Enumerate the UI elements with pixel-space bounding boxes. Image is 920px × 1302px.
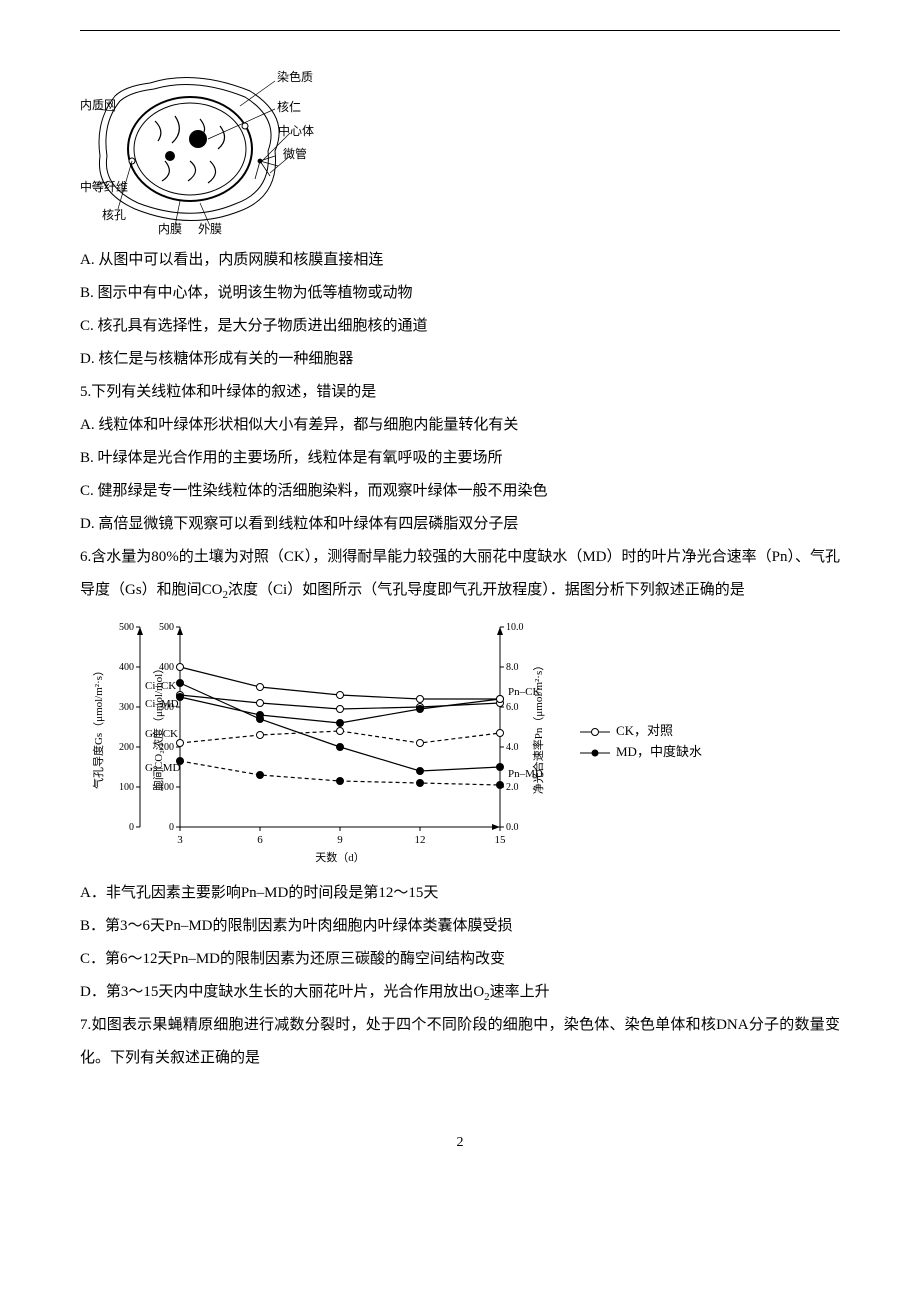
svg-text:500: 500 [159,622,174,633]
q5-option-b: B. 叶绿体是光合作用的主要场所，线粒体是有氧呼吸的主要场所 [80,442,840,475]
chart-legend: CK，对照 MD，中度缺水 [580,721,702,763]
q6-d-p1: D．第3～15天内中度缺水生长的大丽花叶片，光合作用放出O [80,984,484,1000]
label-centrosome: 中心体 [278,123,314,138]
svg-text:8.0: 8.0 [506,662,519,673]
svg-text:6: 6 [257,834,263,846]
label-inner-membrane: 内膜 [158,222,182,236]
legend-md-marker [580,747,610,759]
svg-text:0.0: 0.0 [506,822,519,833]
legend-ck-row: CK，对照 [580,721,702,742]
legend-md-label: MD，中度缺水 [616,742,702,763]
q5-option-a: A. 线粒体和叶绿体形状相似大小有差异，都与细胞内能量转化有关 [80,409,840,442]
svg-text:Gs–MD: Gs–MD [145,762,181,774]
label-chromatin: 染色质 [277,69,313,84]
q6-option-d: D．第3～15天内中度缺水生长的大丽花叶片，光合作用放出O2速率上升 [80,976,840,1009]
svg-text:气孔导度Gs（μmol/m²·s）: 气孔导度Gs（μmol/m²·s） [91,665,105,789]
q6-option-a: A．非气孔因素主要影响Pn–MD的时间段是第12～15天 [80,877,840,910]
top-rule [80,30,840,31]
q6-option-c: C．第6～12天Pn–MD的限制因素为还原三碳酸的酶空间结构改变 [80,943,840,976]
svg-text:6.0: 6.0 [506,702,519,713]
label-er: 内质网 [80,98,116,112]
svg-text:500: 500 [119,622,134,633]
svg-text:300: 300 [119,702,134,713]
svg-text:0: 0 [169,822,174,833]
q6-d-p2: 速率上升 [490,984,550,1000]
svg-text:2.0: 2.0 [506,782,519,793]
q4-option-d: D. 核仁是与核糖体形成有关的一种细胞器 [80,343,840,376]
legend-ck-marker [580,726,610,738]
label-nucleolus: 核仁 [277,100,301,114]
legend-ck-label: CK，对照 [616,721,673,742]
svg-text:4.0: 4.0 [506,742,519,753]
svg-text:Ci–CK: Ci–CK [145,680,176,692]
svg-text:Pn–CK: Pn–CK [508,686,540,698]
q5-stem: 5.下列有关线粒体和叶绿体的叙述，错误的是 [80,376,840,409]
q6-stem: 6.含水量为80%的土壤为对照（CK），测得耐旱能力较强的大丽花中度缺水（MD）… [80,541,840,607]
q5-option-d: D. 高倍显微镜下观察可以看到线粒体和叶绿体有四层磷脂双分子层 [80,508,840,541]
svg-text:天数（d）: 天数（d） [315,851,365,864]
q6-option-b: B．第3～6天Pn–MD的限制因素为叶肉细胞内叶绿体类囊体膜受损 [80,910,840,943]
svg-text:12: 12 [415,834,426,846]
label-intermediate-filament: 中等纤维 [80,179,128,194]
label-outer-membrane: 外膜 [198,222,222,236]
legend-md-row: MD，中度缺水 [580,742,702,763]
svg-text:Ci–MD: Ci–MD [145,698,179,710]
svg-text:Pn–MD: Pn–MD [508,768,543,780]
page-number: 2 [80,1135,840,1151]
svg-text:Gs–CK: Gs–CK [145,728,178,740]
page: 染色质 核仁 中心体 微管 内质网 中等纤维 核孔 内膜 外膜 A. 从图中可以… [0,0,920,1191]
label-microtubule: 微管 [283,146,307,161]
q6-line-chart: 010020030040050001002003004005000.02.04.… [80,617,560,867]
svg-text:100: 100 [119,782,134,793]
svg-text:9: 9 [337,834,343,846]
q4-option-c: C. 核孔具有选择性，是大分子物质进出细胞核的通道 [80,310,840,343]
q7-stem: 7.如图表示果蝇精原细胞进行减数分裂时，处于四个不同阶段的细胞中，染色体、染色单… [80,1009,840,1075]
svg-text:15: 15 [495,834,507,846]
q5-option-c: C. 健那绿是专一性染线粒体的活细胞染料，而观察叶绿体一般不用染色 [80,475,840,508]
label-nuclear-pore: 核孔 [102,208,126,222]
q4-option-b: B. 图示中有中心体，说明该生物为低等植物或动物 [80,277,840,310]
q4-option-a: A. 从图中可以看出，内质网膜和核膜直接相连 [80,244,840,277]
cell-nucleus-diagram: 染色质 核仁 中心体 微管 内质网 中等纤维 核孔 内膜 外膜 [80,61,320,236]
chart-wrap: 010020030040050001002003004005000.02.04.… [80,617,840,867]
svg-text:10.0: 10.0 [506,622,524,633]
svg-text:0: 0 [129,822,134,833]
svg-text:400: 400 [119,662,134,673]
q6-stem-p2: 浓度（Ci）如图所示（气孔导度即气孔开放程度）．据图分析下列叙述正确的是 [228,582,745,598]
svg-text:3: 3 [177,834,183,846]
svg-text:200: 200 [119,742,134,753]
